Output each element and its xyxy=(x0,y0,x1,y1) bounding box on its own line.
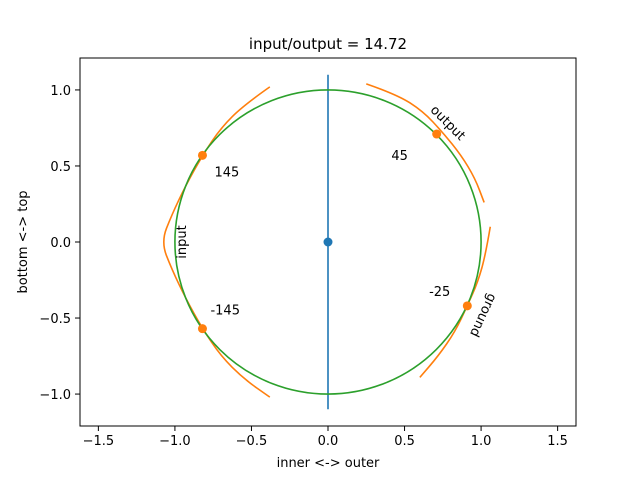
unit-circle xyxy=(174,89,482,395)
marker-label-145: 145 xyxy=(214,165,239,180)
x-tick-label: 1.5 xyxy=(547,434,568,449)
x-tick-label: 0.0 xyxy=(318,434,339,449)
x-axis-label: inner <-> outer xyxy=(277,456,380,471)
y-axis-label: bottom <-> top xyxy=(16,190,31,293)
axis-ticks: −1.5 −1.0 −0.5 0.0 0.5 1.0 1.5 −1.0 −0.5 0.0 0.5 1.… xyxy=(39,84,568,449)
marker-label--145: -145 xyxy=(210,304,240,319)
y-tick-label: 0.5 xyxy=(50,160,71,175)
chart-title: input/output = 14.72 xyxy=(249,35,407,53)
annotation-input: input xyxy=(175,225,190,258)
x-tick-label: 1.0 xyxy=(471,434,492,449)
x-tick-label: −1.5 xyxy=(83,434,115,449)
marker-label-45: 45 xyxy=(391,149,408,164)
orange-arc-1 xyxy=(366,83,485,203)
y-tick-label: 1.0 xyxy=(50,84,71,99)
x-tick-label: −1.0 xyxy=(159,434,191,449)
marker--25 xyxy=(462,301,472,311)
y-tick-label: −0.5 xyxy=(39,312,71,327)
y-tick-label: 0.0 xyxy=(50,236,71,251)
x-tick-label: 0.5 xyxy=(394,434,415,449)
y-tick-label: −1.0 xyxy=(39,388,71,403)
marker-label--25: -25 xyxy=(429,285,450,300)
marker-45 xyxy=(432,129,442,139)
marker--145 xyxy=(197,324,207,334)
orange-arc-2 xyxy=(163,86,271,398)
center-point xyxy=(323,237,333,247)
marker-145 xyxy=(197,150,207,160)
x-tick-label: −0.5 xyxy=(236,434,268,449)
